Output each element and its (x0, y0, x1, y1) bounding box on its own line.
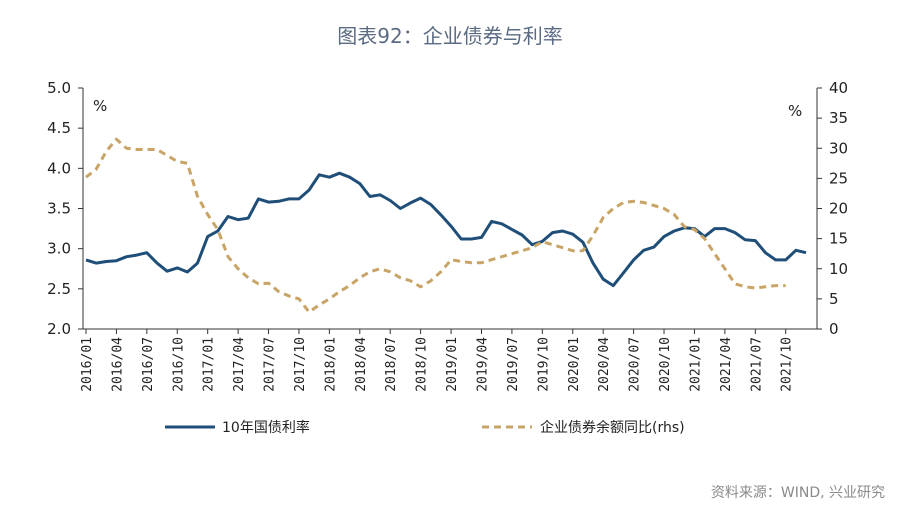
left-tick-label: 2.5 (47, 280, 71, 298)
left-tick-label: 5.0 (47, 79, 71, 97)
chart-title: 图表92：企业债券与利率 (337, 24, 562, 48)
x-tick-label: 2016/07 (141, 337, 156, 392)
x-tick-label: 2021/07 (749, 337, 764, 392)
series-line-corporate-bond-growth (85, 137, 786, 314)
right-tick-label: 15 (829, 230, 848, 248)
x-axis: 2016/01 2016/04 2016/07 2016/10 2017/01 2017/… (80, 328, 817, 392)
left-unit-label: % (93, 97, 107, 115)
series-layer (85, 137, 807, 314)
x-tick-label: 2021/10 (780, 337, 795, 392)
x-tick-label: 2017/07 (263, 337, 278, 392)
x-tick-label: 2020/10 (658, 337, 673, 392)
right-tick-label: 35 (829, 109, 848, 127)
left-tick-label: 3.5 (47, 200, 71, 218)
right-tick-label: 5 (829, 290, 839, 308)
series-line-treasury-yield (85, 171, 807, 288)
x-tick-label: 2016/04 (110, 337, 125, 392)
x-tick-label: 2019/01 (445, 337, 460, 392)
right-tick-label: 40 (829, 79, 848, 97)
x-tick-label: 2016/10 (171, 337, 186, 392)
x-tick-label: 2020/07 (628, 337, 643, 392)
x-tick-label: 2021/01 (688, 337, 703, 392)
left-tick-label: 2.0 (47, 320, 71, 338)
right-axis: 40 35 30 25 20 15 10 5 0 (816, 79, 848, 338)
x-tick-label: 2018/10 (415, 337, 430, 392)
right-tick-label: 25 (829, 169, 848, 187)
legend-label-treasury: 10年国债利率 (222, 419, 310, 436)
x-tick-label: 2019/07 (506, 337, 521, 392)
x-tick-label: 2017/01 (202, 337, 217, 392)
x-tick-label: 2019/10 (536, 337, 551, 392)
legend: 10年国债利率 企业债券余额同比(rhs) (165, 419, 685, 436)
right-unit-label: % (788, 102, 802, 120)
left-tick-label: 4.0 (47, 159, 71, 177)
right-tick-label: 0 (829, 320, 839, 338)
x-tick-label: 2017/04 (232, 337, 247, 392)
x-tick-label: 2018/01 (323, 337, 338, 392)
source-note: 资料来源：WIND, 兴业研究 (711, 485, 885, 501)
x-tick-label: 2018/07 (384, 337, 399, 392)
right-tick-label: 30 (829, 139, 848, 157)
right-tick-label: 10 (829, 260, 848, 278)
right-tick-label: 20 (829, 200, 848, 218)
x-tick-label: 2020/01 (567, 337, 582, 392)
left-axis: 5.0 4.5 4.0 3.5 3.0 2.5 2.0 (47, 79, 84, 338)
left-tick-label: 3.0 (47, 240, 71, 258)
left-tick-label: 4.5 (47, 119, 71, 137)
x-tick-label: 2018/04 (354, 337, 369, 392)
x-tick-label: 2019/04 (475, 337, 490, 392)
x-tick-label: 2020/04 (597, 337, 612, 392)
x-tick-label: 2021/04 (719, 337, 734, 392)
x-tick-label: 2016/01 (80, 337, 95, 392)
x-tick-label: 2017/10 (293, 337, 308, 392)
legend-label-corporate-bond: 企业债券余额同比(rhs) (540, 419, 685, 436)
